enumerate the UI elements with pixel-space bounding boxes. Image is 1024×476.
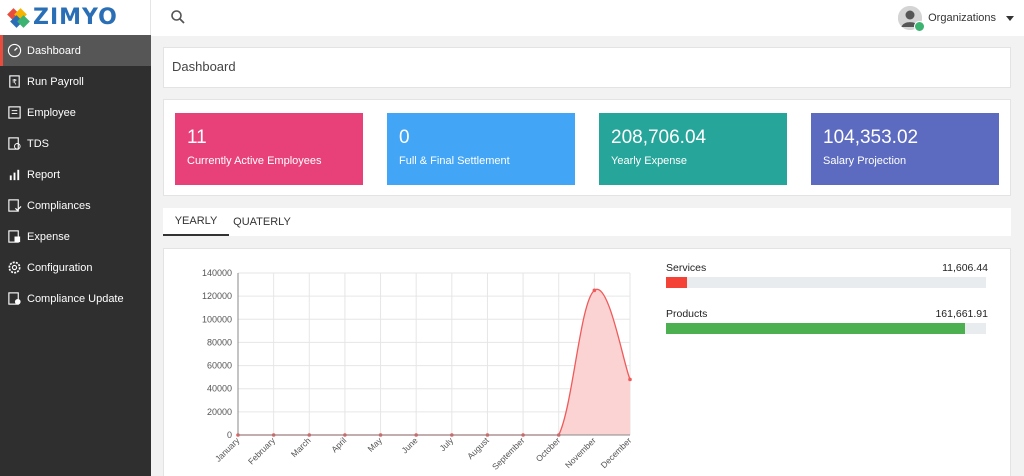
sidebar-item-tds[interactable]: TDS [0,128,151,159]
sidebar-item-expense[interactable]: Expense [0,221,151,252]
brand-name: ZIMYO [33,5,118,30]
stat-card-active-employees[interactable]: 11 Currently Active Employees [175,113,363,185]
y-tick-label: 80000 [207,337,232,347]
stat-card-yearly-expense[interactable]: 208,706.04 Yearly Expense [599,113,787,185]
sidebar-item-label: Compliances [27,199,91,212]
employee-icon [7,105,22,120]
y-tick-label: 60000 [207,361,232,371]
sidebar-item-label: Employee [27,106,76,119]
y-tick-label: 0 [227,430,232,440]
compliance-update-icon [7,291,22,306]
breakdown-label: Products [666,308,708,320]
series-area [238,289,630,435]
tab-yearly[interactable]: YEARLY [163,208,229,236]
sidebar-item-configuration[interactable]: Configuration [0,252,151,283]
speedometer-icon [7,43,22,58]
x-tick-label: October [534,435,563,464]
sidebar-item-label: TDS [27,137,49,150]
progress-fill [666,323,966,334]
sidebar-item-label: Dashboard [27,44,81,57]
stat-label: Salary Projection [823,155,907,167]
sidebar-item-report[interactable]: Report [0,159,151,190]
y-tick-label: 140000 [202,268,232,278]
stat-value: 0 [399,127,410,148]
x-tick-label: December [599,435,634,470]
payroll-icon: ₹ [7,74,22,89]
report-icon [7,167,22,182]
stat-value: 208,706.04 [611,127,707,148]
breakdown-value: 11,606.44 [942,262,988,274]
progress-fill [666,277,688,288]
x-tick-label: March [289,435,313,459]
compliances-icon [7,198,22,213]
breakdown-row-services: Services 11,606.44 [666,262,988,288]
x-tick-label: June [399,435,419,455]
period-tabs: YEARLY QUATERLY [163,208,1011,236]
top-bar: Organizations [151,0,1024,36]
progress-track [666,323,986,334]
sidebar-item-compliances[interactable]: Compliances [0,190,151,221]
brand-logo[interactable]: ZIMYO [0,0,151,35]
sidebar-item-compliance-update[interactable]: Compliance Update [0,283,151,314]
expense-breakdown: Services 11,606.44 Products 161,661.91 [666,262,988,354]
y-tick-label: 120000 [202,291,232,301]
breakdown-row-products: Products 161,661.91 [666,308,988,334]
x-tick-label: April [329,435,348,454]
sidebar-item-label: Expense [27,230,70,243]
stats-panel: 11 Currently Active Employees 0 Full & F… [163,99,1011,196]
x-tick-label: May [366,435,385,454]
y-tick-label: 20000 [207,407,232,417]
sidebar-item-label: Run Payroll [27,75,84,88]
expense-icon [7,229,22,244]
y-tick-label: 100000 [202,314,232,324]
avatar[interactable] [898,6,926,32]
x-tick-label: February [246,435,278,467]
breakdown-value: 161,661.91 [935,308,988,320]
tab-quarterly[interactable]: QUATERLY [233,216,291,228]
x-tick-label: August [465,435,491,461]
sidebar-item-employee[interactable]: Employee [0,97,151,128]
sidebar-item-label: Configuration [27,261,93,274]
x-tick-label: July [437,435,455,453]
data-point [628,377,632,382]
sidebar-item-label: Report [27,168,61,181]
logo-mark-icon [7,7,30,29]
stat-card-full-final-settlement[interactable]: 0 Full & Final Settlement [387,113,575,185]
sidebar-item-dashboard[interactable]: Dashboard [0,35,151,66]
stat-value: 104,353.02 [823,127,919,148]
expense-line-chart: 0 20000 40000 60000 80000 100000 120000 140000 J… [202,268,634,472]
x-tick-label: November [563,435,598,470]
stat-label: Currently Active Employees [187,155,322,167]
stat-label: Full & Final Settlement [399,155,510,167]
page-title: Dashboard [163,47,1011,88]
x-tick-label: September [490,435,527,472]
sidebar-item-run-payroll[interactable]: ₹ Run Payroll [0,66,151,97]
sidebar: ZIMYO Dashboard ₹ Run Payroll Employee T… [0,0,151,476]
organizations-label: Organizations [928,12,996,24]
user-menu[interactable]: Organizations [898,6,1014,32]
stat-label: Yearly Expense [611,155,688,167]
svg-text:₹: ₹ [12,77,17,86]
chevron-down-icon[interactable] [1006,15,1014,21]
breakdown-label: Services [666,262,707,274]
gear-icon [7,260,22,275]
y-tick-label: 40000 [207,384,232,394]
online-status-icon [914,21,926,32]
stat-card-salary-projection[interactable]: 104,353.02 Salary Projection [811,113,999,185]
progress-track [666,277,986,288]
sidebar-item-label: Compliance Update [27,292,124,305]
data-point [592,288,597,293]
search-icon[interactable] [170,9,186,25]
stat-value: 11 [187,127,207,148]
tds-icon [7,136,22,151]
